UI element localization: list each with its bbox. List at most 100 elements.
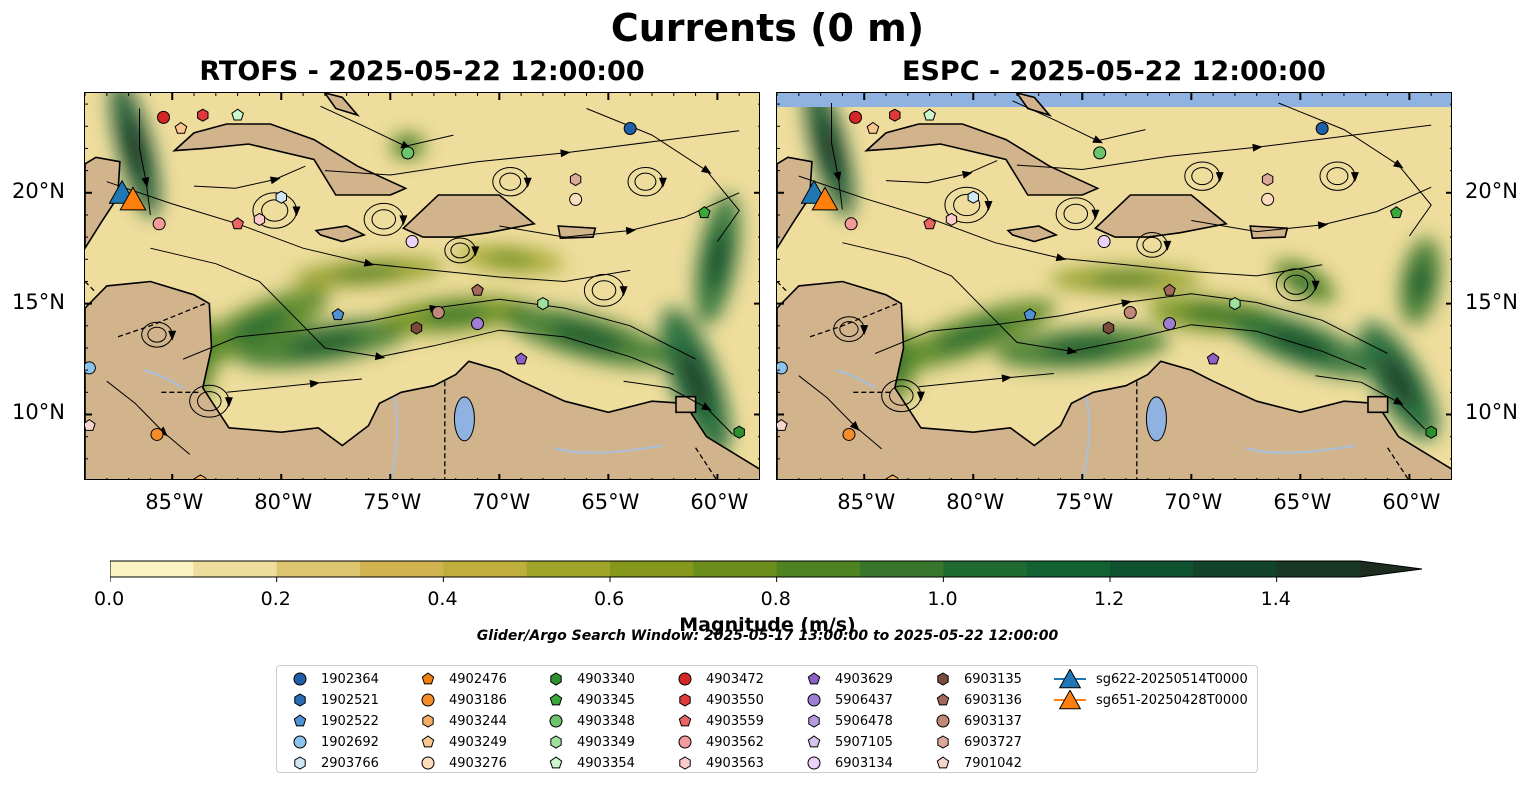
- streamline-arrow: [374, 352, 386, 361]
- float-7901042: [85, 418, 96, 431]
- legend-label: 4903186: [449, 692, 507, 708]
- legend-label: 5906437: [835, 692, 893, 708]
- land-bahamas: [323, 93, 361, 117]
- streamline-arrow: [833, 171, 842, 182]
- streamline-arrow: [1392, 159, 1404, 169]
- float-6903134: [1097, 235, 1111, 249]
- eddy-streamline: [499, 172, 522, 191]
- streamline: [226, 378, 362, 393]
- eddy-streamline: [634, 172, 657, 191]
- legend-item: 5907105: [801, 732, 893, 752]
- legend-marker-1902364: [293, 672, 307, 686]
- colorbar-segment: [776, 561, 861, 577]
- float-4903354: [923, 108, 936, 121]
- legend-label: 6903136: [964, 692, 1022, 708]
- legend-item: 4903354: [543, 753, 635, 773]
- float-1902692: [777, 361, 788, 375]
- land-jamaica: [1006, 225, 1059, 243]
- colorbar-segment: [1360, 561, 1422, 577]
- colorbar-tick-label: 1.4: [1260, 588, 1291, 610]
- eddy-streamline: [450, 242, 470, 259]
- legend-item: 4903562: [672, 732, 764, 752]
- float-4903348: [401, 146, 415, 160]
- land-cuba: [864, 123, 1100, 196]
- legend-item: 5906478: [801, 711, 893, 731]
- legend-marker-4903550: [679, 693, 691, 707]
- legend-marker-4903559: [678, 714, 692, 727]
- streamline: [1012, 100, 1146, 142]
- legend-marker-6903727: [937, 735, 949, 749]
- search-window-note: Glider/Argo Search Window: 2025-05-17 13…: [476, 628, 1059, 644]
- float-2903766: [967, 190, 979, 204]
- streamline: [193, 165, 306, 189]
- glider-sg651-20250428T0000: [811, 186, 839, 211]
- lat-tick-label: 20°N: [1465, 178, 1518, 203]
- legend-item: 6903135: [930, 669, 1022, 689]
- streamline-arrow: [269, 176, 281, 185]
- float-4903629: [514, 352, 528, 365]
- float-1902692: [85, 361, 96, 375]
- legend-label: 4903244: [449, 713, 507, 729]
- streamline-arrow: [1092, 135, 1104, 144]
- streamline-arrow: [1055, 253, 1067, 262]
- legend-marker-4902476: [421, 672, 435, 685]
- float-1902522: [1023, 308, 1037, 321]
- legend-marker-5906478: [808, 714, 820, 728]
- land-jamaica: [314, 225, 367, 243]
- lake-maracaibo: [1145, 396, 1167, 442]
- float-6903134: [405, 235, 419, 249]
- streamline-arrow: [625, 226, 637, 235]
- eddy-streamline: [1063, 203, 1089, 224]
- legend-label: 1902692: [321, 734, 379, 750]
- legend-item: 4903340: [543, 669, 635, 689]
- streamline-arrow: [168, 330, 177, 341]
- legend-marker-4903340: [550, 672, 562, 686]
- land-central-south-america: [777, 280, 1451, 479]
- panel-title-espc: ESPC - 2025-05-22 12:00:00: [902, 56, 1326, 87]
- colorbar-tick-label: 0.0: [94, 588, 125, 610]
- map-panel-espc: [776, 92, 1452, 480]
- legend-item: 2903766: [287, 753, 379, 773]
- legend-label: 4903340: [577, 671, 635, 687]
- legend-item: 4903550: [672, 690, 764, 710]
- float-6903137: [431, 305, 445, 319]
- eddy-streamline: [371, 209, 397, 230]
- colorbar-tick-label: 1.0: [927, 588, 958, 610]
- lat-tick-label: 15°N: [12, 289, 65, 314]
- legend-item: 6903727: [930, 732, 1022, 752]
- float-4903186: [150, 427, 164, 441]
- colorbar-segment: [110, 561, 194, 577]
- float-4903348: [1093, 146, 1107, 160]
- float-6903727: [569, 172, 582, 187]
- legend-marker-4903186: [421, 693, 435, 707]
- streamline: [324, 130, 740, 176]
- float-4903559: [231, 217, 244, 230]
- legend-marker-sg622-20250514T0000: [1058, 669, 1082, 689]
- float-1902364: [623, 121, 637, 135]
- lake-maracaibo: [453, 396, 475, 442]
- legend-marker-sg651-20250428T0000: [1058, 690, 1082, 710]
- streamline-arrow: [1350, 172, 1359, 183]
- lat-tick-label: 15°N: [1465, 289, 1518, 314]
- legend-item: 6903137: [930, 711, 1022, 731]
- streamline-arrow: [1252, 143, 1263, 152]
- streamline-arrow: [1393, 396, 1404, 406]
- map-frame-ticks: [85, 93, 759, 479]
- legend-label: 4903354: [577, 755, 635, 771]
- legend-label: 4903562: [706, 734, 764, 750]
- no-data-strip: [777, 93, 1451, 107]
- country-borders: [85, 281, 717, 479]
- streamline-arrow: [471, 246, 480, 257]
- legend-marker-4903249: [421, 735, 435, 748]
- float-4903244: [194, 474, 207, 479]
- colorbar-segment: [1026, 561, 1111, 577]
- legend-label: 5907105: [835, 734, 893, 750]
- land-hispaniola: [1093, 194, 1229, 238]
- float-2903766: [275, 190, 287, 204]
- eddy-streamline: [261, 199, 289, 222]
- streamline-arrow: [399, 215, 408, 226]
- colorbar-segment: [276, 561, 361, 577]
- colorbar-segment: [693, 561, 778, 577]
- float-4903472: [849, 110, 863, 124]
- legend-label: 4903249: [449, 734, 507, 750]
